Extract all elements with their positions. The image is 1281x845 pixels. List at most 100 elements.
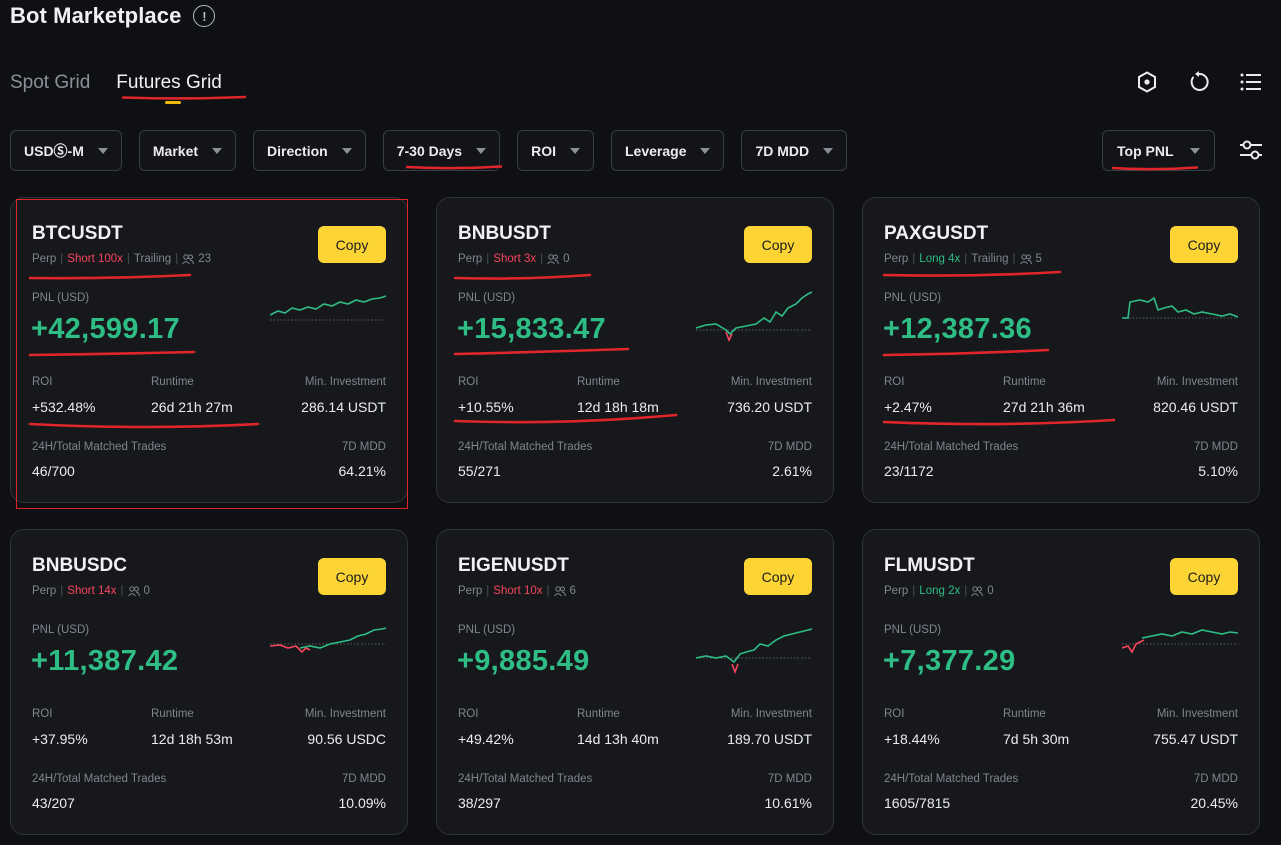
tab-futures-grid[interactable]: Futures Grid xyxy=(116,72,222,104)
copiers-icon xyxy=(1019,253,1032,264)
symbol: FLMUSDT xyxy=(884,555,975,576)
pnl-label: PNL (USD) xyxy=(884,624,942,636)
trades-value: 23/1172 xyxy=(884,463,934,479)
list-icon[interactable] xyxy=(1239,70,1263,94)
pnl-label: PNL (USD) xyxy=(458,624,516,636)
mdd-label: 7D MDD xyxy=(1193,441,1238,453)
tags: Perp | Short 10x | 6 xyxy=(458,585,576,597)
bot-card[interactable]: BNBUSDT Perp | Short 3x | 0 Copy PNL (US… xyxy=(436,197,834,503)
sort-dropdown[interactable]: Top PNL xyxy=(1102,130,1215,171)
pnl-sparkline xyxy=(1122,296,1238,319)
min-investment-label: Min. Investment xyxy=(730,376,812,388)
runtime-label: Runtime xyxy=(151,708,194,720)
trades-value: 1605/7815 xyxy=(884,795,951,811)
copy-button[interactable]: Copy xyxy=(318,226,386,263)
symbol: PAXGUSDT xyxy=(884,223,989,244)
tag-type: Perp xyxy=(884,585,909,597)
mdd-value: 10.61% xyxy=(764,795,812,811)
copiers-icon xyxy=(182,253,195,264)
trades-value: 55/271 xyxy=(458,463,501,479)
tab-spot-grid[interactable]: Spot Grid xyxy=(10,72,91,93)
header: Bot Marketplace ! xyxy=(10,3,216,29)
pnl-value: +12,387.36 xyxy=(883,313,1032,345)
pnl-sparkline xyxy=(1122,629,1238,654)
copiers-icon xyxy=(127,585,140,596)
bot-card[interactable]: PAXGUSDT Perp | Long 4x | Trailing | 5 Co… xyxy=(862,197,1260,503)
filter-label: Leverage xyxy=(625,142,687,159)
filter-market[interactable]: Market xyxy=(138,130,237,171)
roi-label: ROI xyxy=(32,376,53,388)
filter-7d-mdd[interactable]: 7D MDD xyxy=(741,130,848,171)
active-tab-indicator xyxy=(165,101,182,104)
copiers-count: 6 xyxy=(569,585,576,597)
trades-label: 24H/Total Matched Trades xyxy=(884,773,1019,785)
copy-button[interactable]: Copy xyxy=(744,226,812,263)
copy-button[interactable]: Copy xyxy=(318,558,386,595)
runtime-value: 14d 13h 40m xyxy=(577,731,659,747)
min-investment-label: Min. Investment xyxy=(304,708,386,720)
trades-label: 24H/Total Matched Trades xyxy=(458,773,593,785)
runtime-value: 26d 21h 27m xyxy=(151,399,233,415)
mdd-value: 2.61% xyxy=(772,463,812,479)
mdd-label: 7D MDD xyxy=(767,773,812,785)
roi-label: ROI xyxy=(32,708,53,720)
pnl-sparkline xyxy=(270,627,386,654)
trades-value: 43/207 xyxy=(32,795,75,811)
caret-down-icon xyxy=(341,147,352,154)
runtime-value: 27d 21h 36m xyxy=(1003,399,1085,415)
symbol: EIGENUSDT xyxy=(458,555,569,576)
pnl-value: +7,377.29 xyxy=(883,645,1016,677)
bot-card[interactable]: FLMUSDT Perp | Long 2x | 0 Copy PNL (USD… xyxy=(862,529,1260,835)
filter-direction[interactable]: Direction xyxy=(253,130,366,171)
copy-button[interactable]: Copy xyxy=(1170,558,1238,595)
tag-leverage: Short 10x xyxy=(493,585,543,597)
caret-down-icon xyxy=(97,147,108,154)
tag-type: Perp xyxy=(32,253,57,265)
trades-label: 24H/Total Matched Trades xyxy=(32,441,167,453)
info-icon[interactable]: ! xyxy=(193,5,216,27)
min-investment-label: Min. Investment xyxy=(1156,376,1238,388)
filter-runtime[interactable]: 7-30 Days xyxy=(382,130,501,171)
tag-trailing: Trailing xyxy=(133,253,172,265)
min-investment-value: 189.70 USDT xyxy=(727,731,812,747)
filter-margin-type[interactable]: USDⓈ-M xyxy=(10,130,122,171)
copiers-count: 5 xyxy=(1035,253,1042,265)
trades-label: 24H/Total Matched Trades xyxy=(32,773,167,785)
filter-roi[interactable]: ROI xyxy=(517,130,594,171)
pnl-sparkline xyxy=(696,628,812,675)
filter-label: USDⓈ-M xyxy=(24,142,84,159)
min-investment-value: 90.56 USDC xyxy=(307,731,386,747)
runtime-label: Runtime xyxy=(1003,708,1046,720)
filter-label: ROI xyxy=(531,142,556,159)
copiers-count: 0 xyxy=(563,253,570,265)
bot-hexagon-icon[interactable] xyxy=(1135,70,1159,94)
runtime-label: Runtime xyxy=(577,708,620,720)
sort-label: Top PNL xyxy=(1117,142,1174,159)
copy-button[interactable]: Copy xyxy=(744,558,812,595)
bot-card[interactable]: BTCUSDT Perp | Short 100x | Trailing | 23… xyxy=(10,197,408,503)
bot-card[interactable]: EIGENUSDT Perp | Short 10x | 6 Copy PNL … xyxy=(436,529,834,835)
mdd-value: 20.45% xyxy=(1190,795,1238,811)
runtime-label: Runtime xyxy=(1003,376,1046,388)
roi-label: ROI xyxy=(458,708,479,720)
bot-card[interactable]: BNBUSDC Perp | Short 14x | 0 Copy PNL (U… xyxy=(10,529,408,835)
copiers-icon xyxy=(553,585,566,596)
filter-leverage[interactable]: Leverage xyxy=(611,130,725,171)
mdd-label: 7D MDD xyxy=(341,441,386,453)
filter-settings-icon[interactable] xyxy=(1238,137,1264,163)
trades-value: 46/700 xyxy=(32,463,75,479)
tag-leverage: Short 14x xyxy=(67,585,117,597)
tags: Perp | Long 2x | 0 xyxy=(884,585,994,597)
mdd-label: 7D MDD xyxy=(341,773,386,785)
tab-bar: Spot Grid Futures Grid xyxy=(10,72,222,104)
runtime-value: 7d 5h 30m xyxy=(1003,731,1070,747)
min-investment-label: Min. Investment xyxy=(1156,708,1238,720)
caret-down-icon xyxy=(823,147,834,154)
symbol: BTCUSDT xyxy=(32,223,123,244)
annotation-underline-tab xyxy=(122,95,246,100)
mdd-label: 7D MDD xyxy=(1193,773,1238,785)
copy-button[interactable]: Copy xyxy=(1170,226,1238,263)
refresh-icon[interactable] xyxy=(1187,70,1211,94)
page-title: Bot Marketplace xyxy=(10,3,182,28)
